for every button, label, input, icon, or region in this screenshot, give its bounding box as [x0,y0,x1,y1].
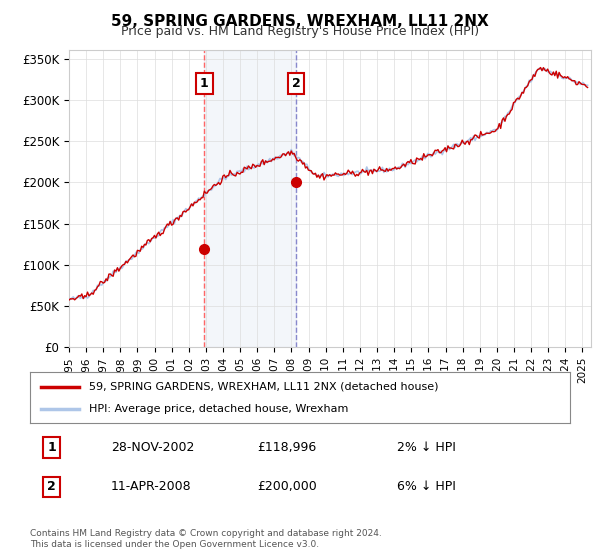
Text: HPI: Average price, detached house, Wrexham: HPI: Average price, detached house, Wrex… [89,404,349,414]
Text: 2% ↓ HPI: 2% ↓ HPI [397,441,456,454]
Text: £200,000: £200,000 [257,480,317,493]
Text: 59, SPRING GARDENS, WREXHAM, LL11 2NX: 59, SPRING GARDENS, WREXHAM, LL11 2NX [111,14,489,29]
Text: 6% ↓ HPI: 6% ↓ HPI [397,480,456,493]
Text: 28-NOV-2002: 28-NOV-2002 [111,441,194,454]
Bar [205,50,296,347]
Text: 59, SPRING GARDENS, WREXHAM, LL11 2NX (detached house): 59, SPRING GARDENS, WREXHAM, LL11 2NX (d… [89,381,439,391]
Text: £118,996: £118,996 [257,441,316,454]
Text: Contains HM Land Registry data © Crown copyright and database right 2024.
This d: Contains HM Land Registry data © Crown c… [30,529,382,549]
Text: Price paid vs. HM Land Registry's House Price Index (HPI): Price paid vs. HM Land Registry's House … [121,25,479,38]
Text: 11-APR-2008: 11-APR-2008 [111,480,191,493]
Text: 2: 2 [47,480,56,493]
Text: 2: 2 [292,77,301,90]
Text: 1: 1 [200,77,209,90]
Text: 1: 1 [47,441,56,454]
